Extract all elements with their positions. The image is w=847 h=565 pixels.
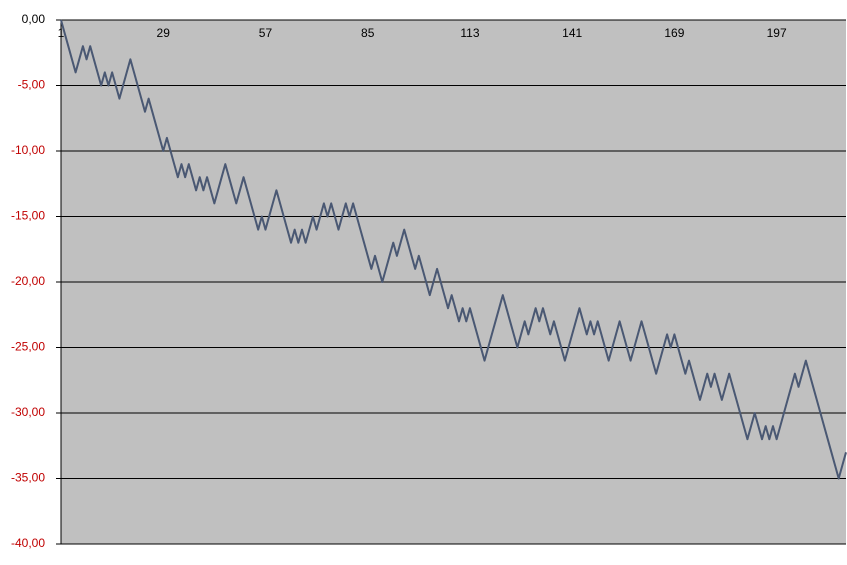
x-tick-label: 1 (58, 26, 65, 40)
y-tick-label: -20,00 (11, 274, 45, 288)
x-tick-label: 29 (157, 26, 171, 40)
x-tick-label: 141 (562, 26, 582, 40)
y-tick-label: -10,00 (11, 143, 45, 157)
data-line (60, 19, 847, 480)
x-tick-label: 85 (361, 26, 375, 40)
x-tick-label: 197 (767, 26, 787, 40)
y-tick-label: -15,00 (11, 209, 45, 223)
y-tick-label: -5,00 (18, 78, 46, 92)
y-tick-label: -35,00 (11, 471, 45, 485)
x-tick-label: 57 (259, 26, 273, 40)
y-tick-label: -40,00 (11, 536, 45, 550)
y-tick-label: -30,00 (11, 405, 45, 419)
x-tick-label: 169 (664, 26, 684, 40)
y-tick-label: 0,00 (22, 12, 46, 26)
y-tick-label: -25,00 (11, 340, 45, 354)
x-tick-label: 113 (460, 26, 479, 40)
